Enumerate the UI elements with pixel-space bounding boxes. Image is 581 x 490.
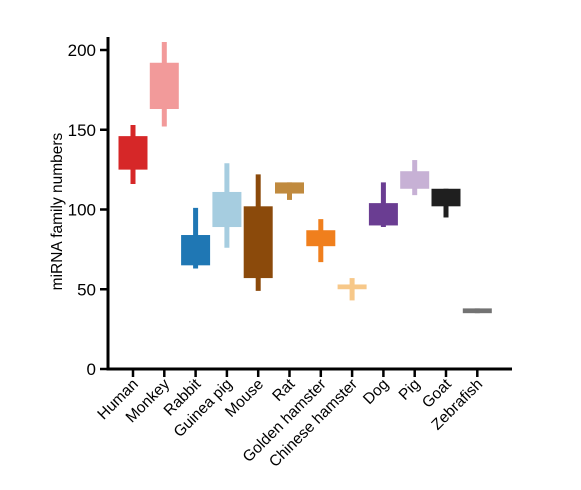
axes-layer: miRNA family numbers	[49, 37, 512, 371]
box-monkey	[149, 42, 179, 127]
x-category-label: Dog	[360, 376, 392, 408]
box-rat	[275, 182, 304, 200]
y-tick-label: 200	[68, 41, 96, 60]
y-tick-label: 150	[68, 121, 96, 140]
box-rabbit	[181, 207, 211, 269]
iqr-box	[306, 230, 336, 247]
box-zebrafish	[462, 308, 492, 314]
box-golden-hamster	[306, 219, 336, 263]
iqr-box	[431, 188, 461, 207]
box-human	[118, 124, 148, 184]
box-mouse	[243, 174, 273, 291]
box-guinea-pig	[212, 163, 242, 248]
y-tick-label: 0	[87, 360, 96, 379]
iqr-box	[181, 235, 211, 266]
iqr-box	[118, 136, 148, 170]
iqr-box	[212, 191, 242, 228]
y-tick-label: 50	[77, 280, 96, 299]
box-dog	[368, 182, 398, 228]
y-tick-label: 100	[68, 201, 96, 220]
iqr-box	[368, 203, 398, 226]
box-goat	[431, 188, 461, 218]
y-axis-title: miRNA family numbers	[49, 132, 66, 290]
iqr-box	[149, 62, 179, 110]
box-pig	[400, 160, 430, 196]
iqr-box	[462, 308, 492, 314]
box-chinese-hamster	[337, 278, 367, 301]
marks-layer	[118, 42, 492, 314]
iqr-box	[275, 182, 304, 194]
iqr-box	[337, 284, 367, 290]
iqr-box	[243, 206, 273, 279]
iqr-box	[400, 171, 430, 189]
